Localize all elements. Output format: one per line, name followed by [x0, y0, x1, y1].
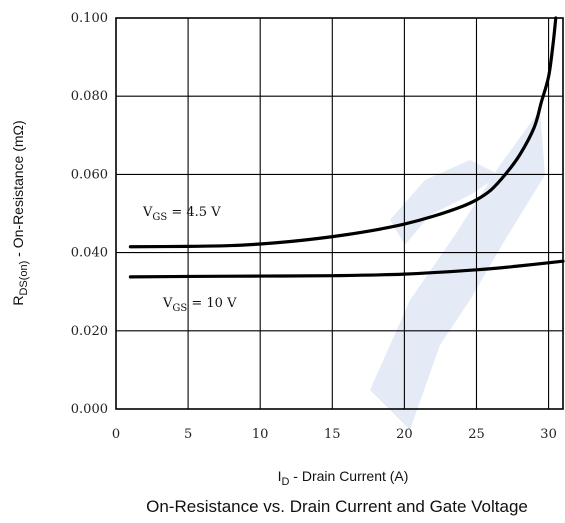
y-tick-label: 0.020 — [71, 324, 108, 339]
y-tick-label: 0.100 — [71, 11, 108, 26]
x-tick-label: 20 — [396, 427, 413, 442]
series-line-1 — [128, 259, 565, 279]
x-tick-labels: 0 5 10 15 20 25 30 — [112, 427, 557, 442]
grid — [116, 18, 563, 409]
series-line-0 — [128, 16, 558, 249]
y-tick-label: 0.080 — [71, 89, 108, 104]
y-tick-label: 0.040 — [71, 246, 108, 261]
x-tick-label: 5 — [184, 427, 192, 442]
x-tick-label: 15 — [324, 427, 341, 442]
y-axis-label: RDS(on) - On-Resistance (mΩ) — [10, 120, 30, 305]
y-tick-label: 0.000 — [71, 402, 108, 417]
x-axis-label: ID - Drain Current (A) — [278, 468, 409, 488]
chart-title: On-Resistance vs. Drain Current and Gate… — [146, 497, 528, 516]
series-label-vgs-4-5: VGS = 4.5 V — [142, 205, 221, 223]
x-tick-label: 0 — [112, 427, 120, 442]
series-layer — [128, 16, 565, 279]
x-tick-label: 25 — [468, 427, 485, 442]
x-tick-label: 30 — [540, 427, 557, 442]
y-tick-labels: 0.000 0.020 0.040 0.060 0.080 0.100 — [71, 11, 108, 417]
x-tick-label: 10 — [252, 427, 269, 442]
series-label-vgs-10: VGS = 10 V — [162, 296, 237, 314]
y-tick-label: 0.060 — [71, 167, 108, 182]
plot-frame — [115, 17, 564, 410]
